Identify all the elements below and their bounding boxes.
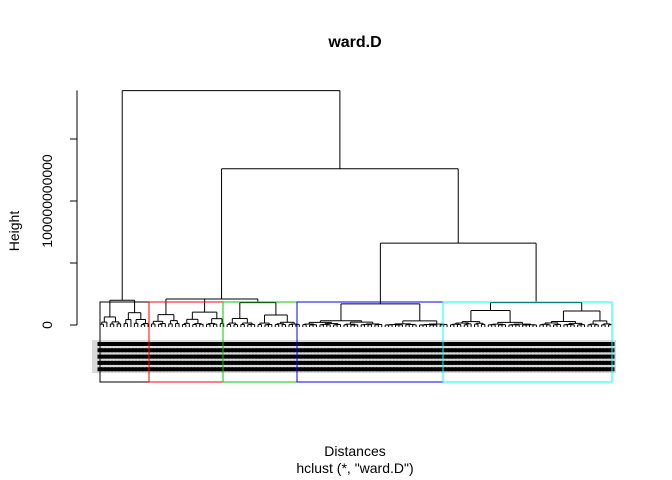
leaf-label-band [92,340,616,373]
dendrogram-branches [99,90,613,327]
cluster-rectangles [99,301,613,383]
leaf-labels [92,340,616,373]
y-tick-label: 0 [39,321,55,329]
y-tick-label: 100000000000 [39,154,55,248]
subtitle: hclust (*, "ward.D") [296,460,413,476]
cluster-rect-5 [442,301,613,383]
y-axis-label: Height [6,211,22,252]
chart-title: ward.D [327,34,381,51]
x-axis-label: Distances [324,443,385,459]
y-axis: 0 100000000000 [39,90,78,329]
